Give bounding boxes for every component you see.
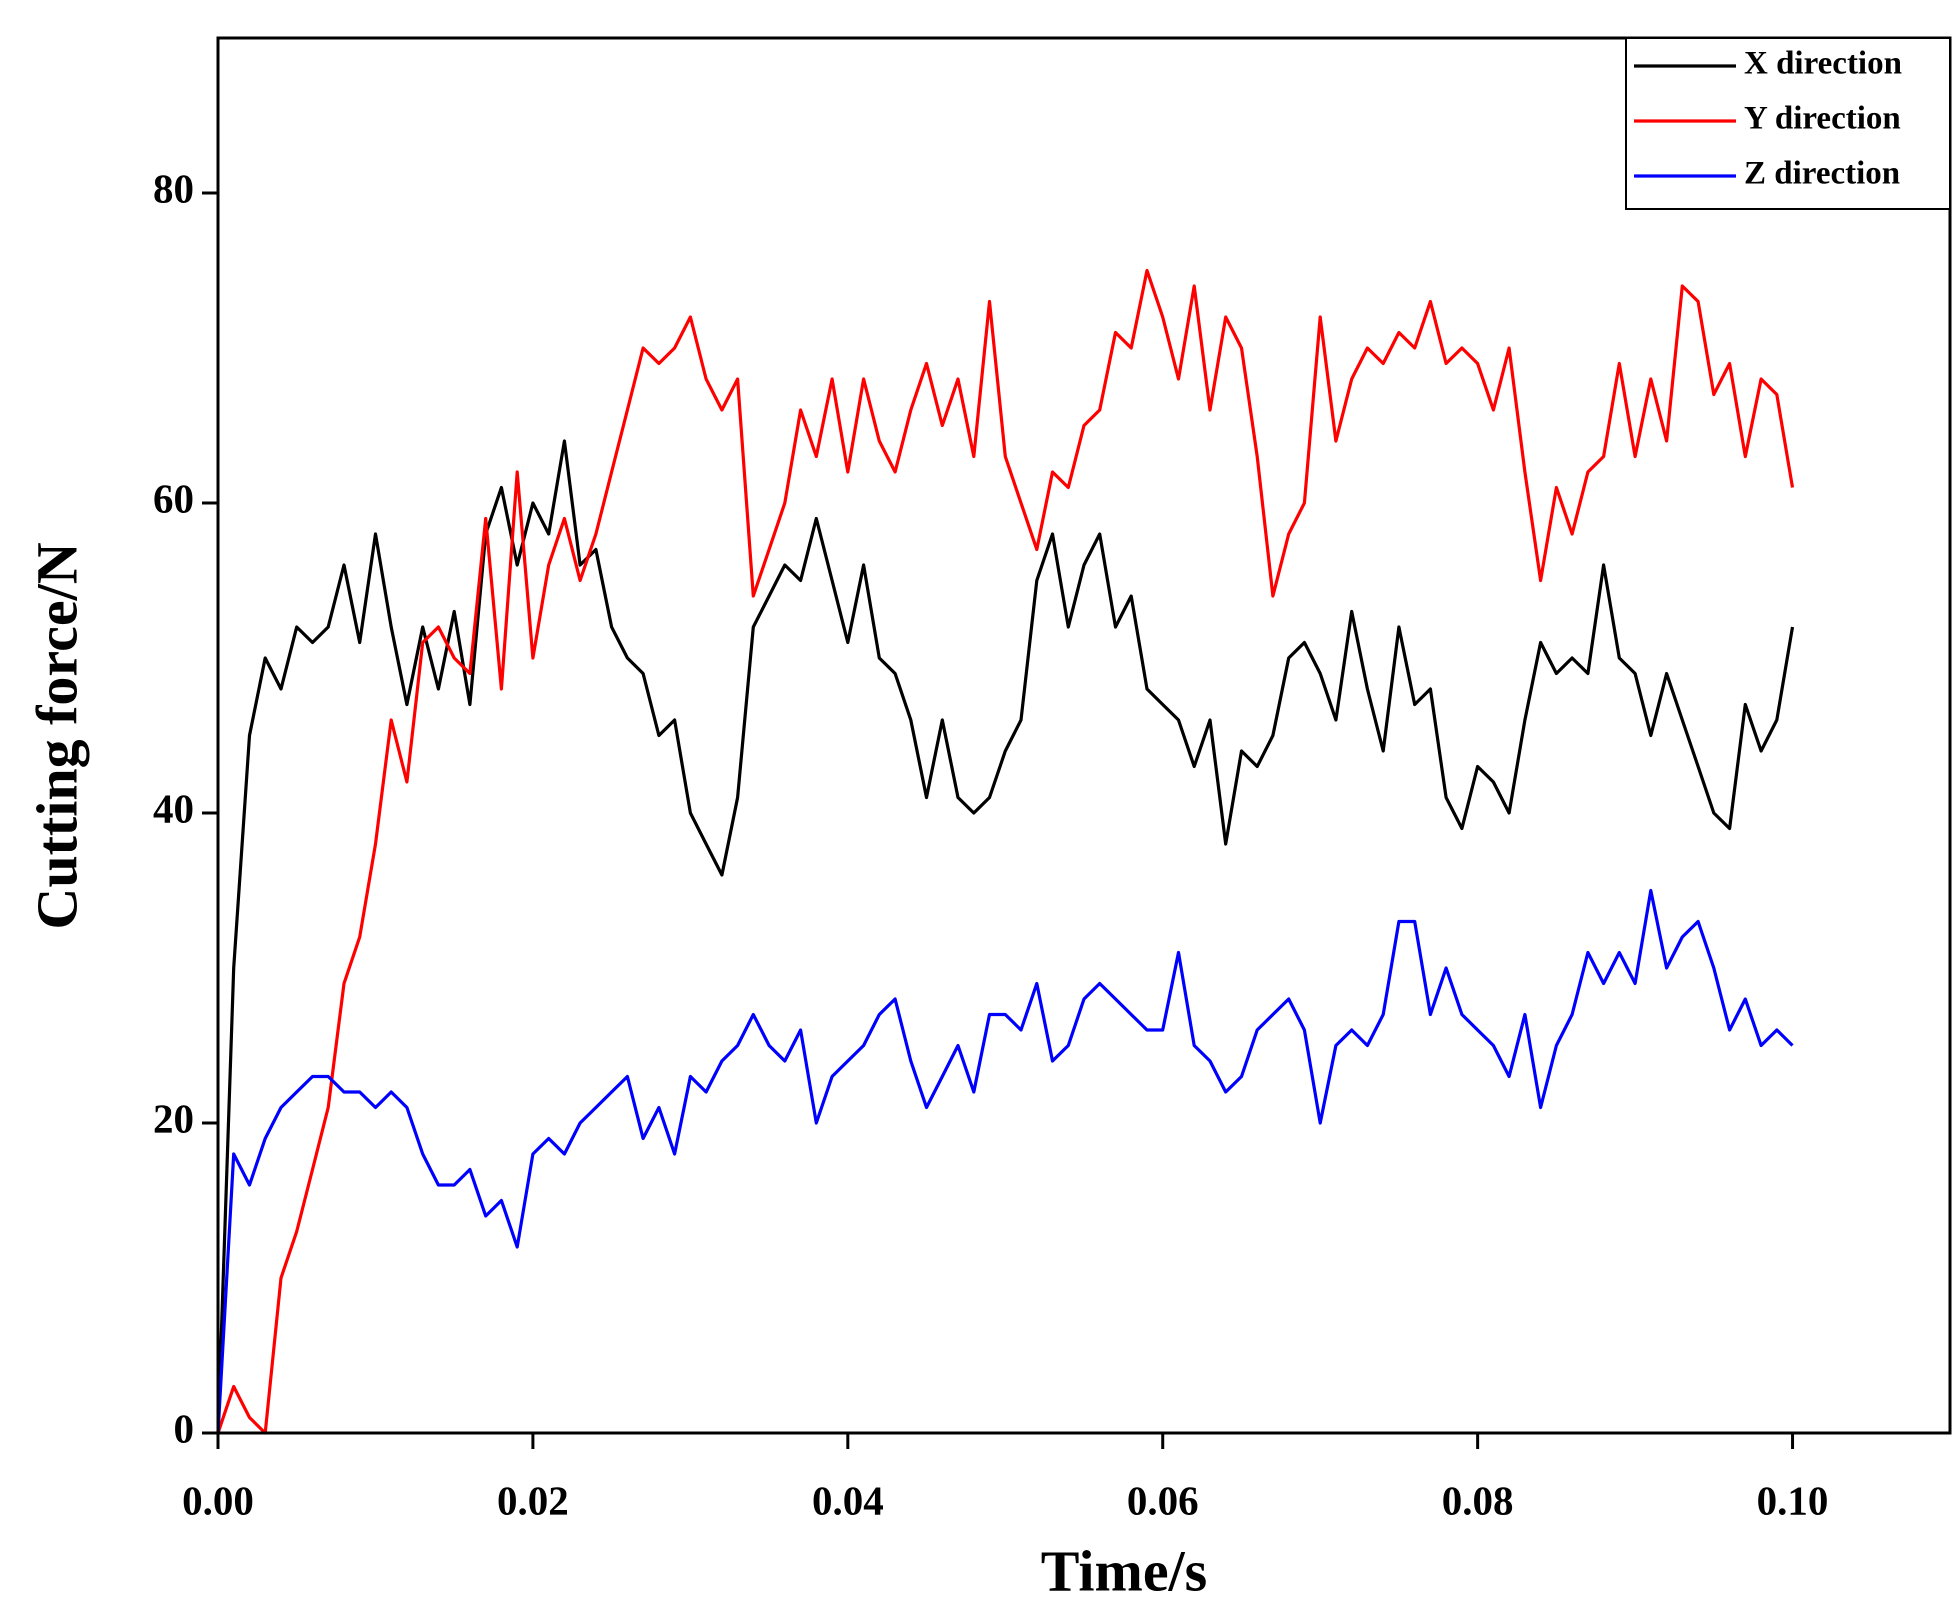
legend-label: Z direction xyxy=(1744,156,1900,192)
y-tick-label: 0 xyxy=(174,1405,195,1451)
x-tick-label: 0.00 xyxy=(182,1477,254,1523)
y-tick-label: 20 xyxy=(153,1095,194,1141)
x-tick-label: 0.02 xyxy=(497,1477,569,1523)
y-tick-label: 60 xyxy=(153,475,194,521)
x-tick-label: 0.04 xyxy=(812,1477,884,1523)
series-line xyxy=(216,439,1795,1434)
legend-label: X direction xyxy=(1744,46,1902,82)
y-tick-label: 80 xyxy=(153,165,194,211)
plot-frame xyxy=(216,36,1952,1435)
x-tick-label: 0.06 xyxy=(1127,1477,1199,1523)
x-axis-title: Time/s xyxy=(1041,1538,1208,1598)
series-line xyxy=(216,268,1795,1435)
series-line xyxy=(216,888,1794,1434)
x-tick-label: 0.08 xyxy=(1442,1477,1514,1523)
x-tick-label: 0.10 xyxy=(1757,1477,1829,1523)
legend-label: Y direction xyxy=(1744,101,1901,137)
y-axis-title: Cutting force/N xyxy=(24,542,89,929)
y-tick-label: 40 xyxy=(153,785,194,831)
